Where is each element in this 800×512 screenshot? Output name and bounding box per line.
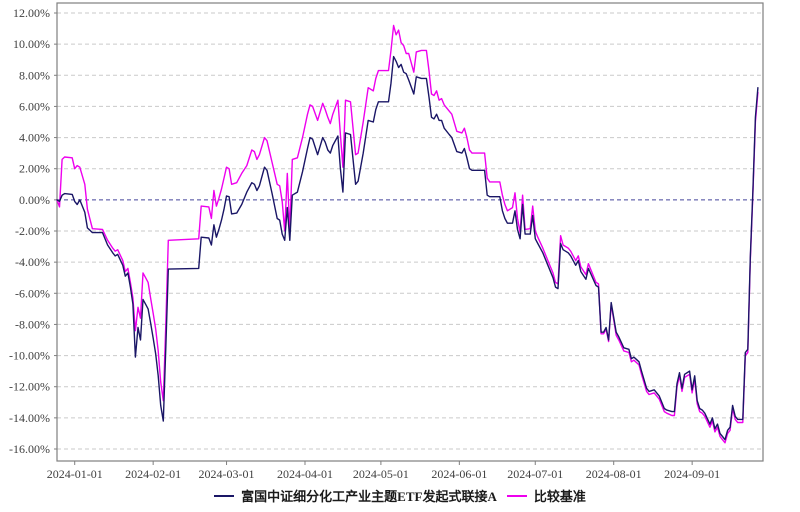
y-tick-label: -4.00%	[15, 255, 50, 269]
y-tick-label: -6.00%	[15, 286, 50, 300]
y-tick-label: 4.00%	[19, 131, 50, 145]
benchmark-series-label: 比较基准	[533, 489, 586, 504]
x-tick-label: 2024-01-01	[47, 467, 103, 481]
fund-series-label: 富国中证细分化工产业主题ETF发起式联接A	[241, 489, 497, 504]
x-tick-label: 2024-05-01	[353, 467, 409, 481]
x-tick-label: 2024-03-01	[199, 467, 255, 481]
y-tick-label: -8.00%	[15, 317, 50, 331]
benchmark-series-line	[56, 24, 759, 444]
plot-frame	[56, 2, 764, 462]
y-tick-label: -12.00%	[9, 380, 50, 394]
y-tick-label: 10.00%	[13, 37, 50, 51]
x-tick-label: 2024-06-01	[431, 467, 487, 481]
legend-item-benchmark: 比较基准	[506, 486, 586, 505]
x-tick-label: 2024-04-01	[277, 467, 333, 481]
benchmark-line-marker-icon	[506, 494, 527, 497]
legend-item-fund: 富国中证细分化工产业主题ETF发起式联接A	[214, 486, 497, 505]
chart-legend: 富国中证细分化工产业主题ETF发起式联接A 比较基准	[0, 486, 800, 505]
fund-series-line	[56, 55, 759, 441]
y-tick-label: 6.00%	[19, 99, 50, 113]
y-tick-label: 8.00%	[19, 68, 50, 82]
y-tick-label: 2.00%	[19, 162, 50, 176]
y-tick-label: -14.00%	[9, 411, 50, 425]
y-tick-label: 12.00%	[13, 6, 50, 20]
x-tick-label: 2024-08-01	[586, 467, 642, 481]
y-tick-label: -16.00%	[9, 442, 50, 456]
x-tick-label: 2024-02-01	[125, 467, 181, 481]
fund-line-marker-icon	[214, 494, 235, 497]
y-tick-label: 0.00%	[19, 193, 50, 207]
x-tick-label: 2024-07-01	[507, 467, 563, 481]
y-tick-label: -10.00%	[9, 349, 50, 363]
y-tick-label: -2.00%	[15, 224, 50, 238]
x-tick-label: 2024-09-01	[664, 467, 720, 481]
